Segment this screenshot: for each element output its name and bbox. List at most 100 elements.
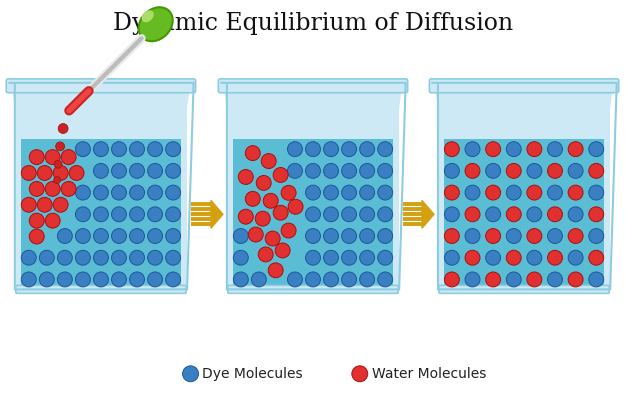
Circle shape: [245, 191, 260, 206]
Circle shape: [61, 182, 76, 196]
Circle shape: [259, 247, 273, 262]
Circle shape: [281, 223, 296, 238]
Circle shape: [166, 142, 180, 157]
Circle shape: [148, 228, 163, 244]
Circle shape: [324, 207, 339, 222]
Circle shape: [166, 185, 180, 200]
Circle shape: [548, 228, 562, 244]
Circle shape: [58, 124, 68, 134]
Text: Dynamic Equilibrium of Diffusion: Dynamic Equilibrium of Diffusion: [113, 12, 513, 35]
Circle shape: [54, 160, 62, 168]
Circle shape: [239, 209, 254, 224]
Circle shape: [29, 229, 44, 244]
FancyBboxPatch shape: [227, 91, 233, 289]
Circle shape: [342, 207, 357, 222]
Circle shape: [58, 272, 73, 287]
Circle shape: [324, 250, 339, 265]
Circle shape: [465, 228, 480, 244]
Circle shape: [54, 177, 61, 184]
Circle shape: [377, 185, 393, 200]
Circle shape: [148, 207, 163, 222]
Circle shape: [486, 185, 501, 200]
Circle shape: [568, 185, 583, 200]
Circle shape: [506, 207, 521, 222]
Circle shape: [58, 250, 73, 265]
Circle shape: [465, 250, 480, 265]
Circle shape: [111, 207, 126, 222]
Circle shape: [261, 154, 276, 168]
Circle shape: [589, 164, 603, 178]
Circle shape: [130, 142, 145, 157]
Circle shape: [465, 142, 480, 157]
Circle shape: [69, 166, 84, 180]
Circle shape: [273, 205, 288, 220]
Circle shape: [111, 272, 126, 287]
Circle shape: [360, 250, 374, 265]
Polygon shape: [231, 139, 395, 289]
FancyBboxPatch shape: [429, 79, 618, 93]
Circle shape: [506, 185, 521, 200]
Circle shape: [305, 185, 321, 200]
Circle shape: [506, 164, 521, 178]
Circle shape: [377, 228, 393, 244]
Circle shape: [76, 250, 90, 265]
Circle shape: [589, 272, 603, 287]
Circle shape: [45, 213, 60, 228]
Circle shape: [93, 164, 108, 178]
Circle shape: [342, 185, 357, 200]
Circle shape: [53, 197, 68, 212]
Circle shape: [21, 250, 36, 265]
Circle shape: [548, 250, 562, 265]
Polygon shape: [13, 89, 190, 139]
Circle shape: [486, 228, 501, 244]
Circle shape: [486, 272, 501, 287]
FancyBboxPatch shape: [218, 79, 408, 93]
Circle shape: [166, 272, 180, 287]
Circle shape: [305, 250, 321, 265]
Circle shape: [288, 199, 303, 214]
Circle shape: [527, 207, 542, 222]
Circle shape: [506, 228, 521, 244]
Circle shape: [39, 250, 54, 265]
Circle shape: [548, 207, 562, 222]
Circle shape: [305, 164, 321, 178]
Circle shape: [130, 250, 145, 265]
Circle shape: [111, 250, 126, 265]
Circle shape: [245, 146, 260, 160]
Polygon shape: [224, 89, 402, 139]
FancyBboxPatch shape: [393, 91, 399, 289]
Circle shape: [263, 193, 278, 208]
Circle shape: [589, 185, 603, 200]
Circle shape: [76, 185, 90, 200]
Circle shape: [268, 263, 283, 278]
Circle shape: [377, 164, 393, 178]
Circle shape: [111, 142, 126, 157]
Circle shape: [93, 142, 108, 157]
Circle shape: [527, 185, 542, 200]
Circle shape: [130, 228, 145, 244]
Circle shape: [568, 272, 583, 287]
Circle shape: [148, 164, 163, 178]
Circle shape: [21, 197, 36, 212]
Circle shape: [324, 142, 339, 157]
Circle shape: [76, 142, 90, 157]
Polygon shape: [442, 139, 606, 289]
Circle shape: [568, 250, 583, 265]
Circle shape: [287, 272, 302, 287]
Circle shape: [58, 228, 73, 244]
Circle shape: [256, 176, 271, 190]
Circle shape: [377, 207, 393, 222]
Circle shape: [166, 164, 180, 178]
Circle shape: [93, 228, 108, 244]
FancyBboxPatch shape: [228, 286, 398, 293]
Circle shape: [568, 164, 583, 178]
FancyBboxPatch shape: [181, 91, 187, 289]
Circle shape: [37, 166, 52, 180]
Polygon shape: [211, 200, 223, 228]
Circle shape: [183, 366, 198, 382]
Circle shape: [93, 185, 108, 200]
Circle shape: [360, 228, 374, 244]
Circle shape: [239, 170, 254, 184]
Text: Dye Molecules: Dye Molecules: [202, 367, 303, 381]
Circle shape: [305, 142, 321, 157]
